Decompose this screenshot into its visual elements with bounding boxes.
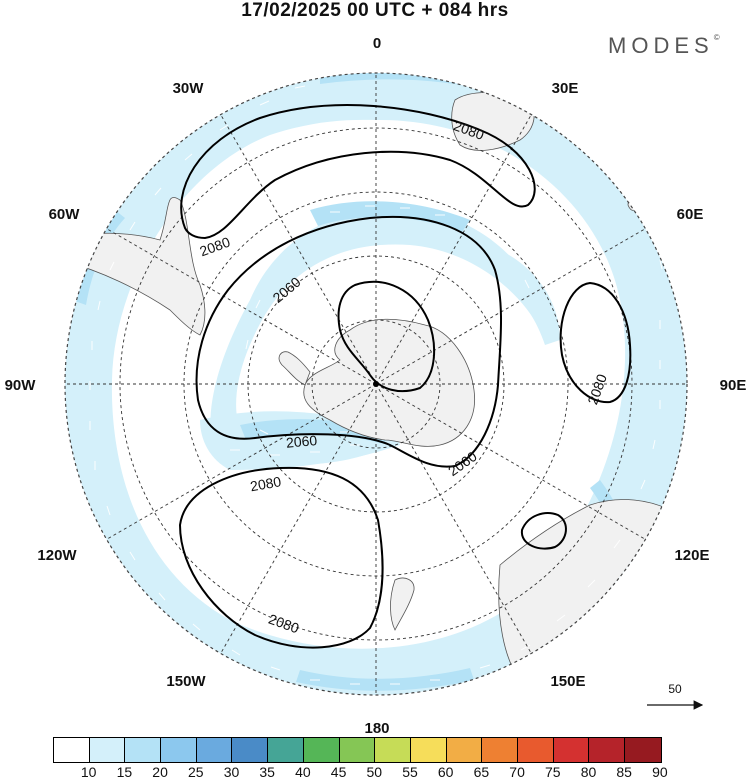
polar-map: 2080 2080 2060 2080 2060 2060 2080 2080 … [5,35,747,735]
legend-label: 25 [188,764,204,780]
jet-core-1 [320,73,500,92]
legend-label: 85 [616,764,632,780]
legend-swatch [339,738,376,762]
legend-swatch [54,738,90,762]
lon-label-30w: 30W [173,80,205,97]
legend-label: 35 [259,764,275,780]
legend-swatch [375,738,411,762]
graticule [65,73,687,695]
contour-label-2080-pacific-top: 2080 [249,473,283,494]
reference-vector: 50 [647,682,704,710]
legend-swatch [446,738,483,762]
legend-label: 55 [402,764,418,780]
legend-label: 20 [152,764,168,780]
indian-ocean-band [465,240,560,345]
south-america [65,197,206,336]
antarctic-peninsula [278,351,311,386]
map-disk [65,73,687,695]
legend-label: 15 [116,764,133,780]
contour-2060-pole [337,280,436,393]
inner-jet-band [210,208,545,465]
height-contours [178,104,632,649]
lon-label-150w: 150W [166,673,206,690]
legend-swatch [517,738,554,762]
lon-label-0: 0 [373,35,381,52]
lon-label-150e: 150E [550,673,585,690]
legend-label: 65 [473,764,490,780]
legend-label: 10 [80,764,97,780]
lon-label-90e: 90E [720,377,747,394]
legend-label: 40 [295,764,311,780]
legend-swatch [625,738,661,762]
south-pole-marker [373,381,379,387]
legend-swatch [589,738,625,762]
legend-swatch [232,738,269,762]
madagascar [627,183,641,211]
logo-text: MODES [608,33,714,58]
map-title: 17/02/2025 00 UTC + 084 hrs [241,0,509,21]
legend-label: 90 [652,764,668,780]
lon-label-180: 180 [364,720,389,735]
longitude-labels: 0 30W 30E 60W 60E 90W 90E 120W 120E 150W… [5,35,747,735]
legend-swatch [89,738,126,762]
legend-swatch [553,738,590,762]
lon-label-60e: 60E [677,206,704,223]
legend-label: 50 [366,764,383,780]
legend-swatch [196,738,233,762]
legend-swatch [410,738,447,762]
contour-2080-indian [559,281,632,404]
jet-core-4 [296,668,474,691]
legend-swatch [268,738,304,762]
legend-swatch [161,738,197,762]
lon-label-120w: 120W [37,547,77,564]
legend-label: 70 [509,764,525,780]
logo-mark: © [713,33,720,42]
legend-labels: 10 15 20 25 30 35 40 45 50 55 60 65 70 75 80 85 90 [0,764,750,782]
modes-logo: MODES© [608,33,720,59]
legend-label: 80 [580,764,597,780]
lon-label-120e: 120E [674,547,709,564]
legend-label: 75 [545,764,561,780]
color-legend [53,737,662,763]
legend-label: 60 [437,764,454,780]
legend-swatch [303,738,340,762]
contour-label-2060-south: 2060 [285,432,318,451]
legend-swatch [125,738,162,762]
lon-label-90w: 90W [5,377,37,394]
lon-label-30e: 30E [552,80,579,97]
new-zealand [390,577,415,631]
legend-label: 30 [223,764,240,780]
contour-2060-main [195,215,503,468]
disk-border [64,72,688,696]
legend-swatch [482,738,518,762]
contour-2080-small [520,512,567,550]
reference-vector-label: 50 [668,682,682,696]
contour-2080-pacific [178,466,384,649]
lon-label-60w: 60W [49,206,81,223]
legend-label: 45 [330,764,347,780]
contour-2080-atlantic [180,104,536,240]
